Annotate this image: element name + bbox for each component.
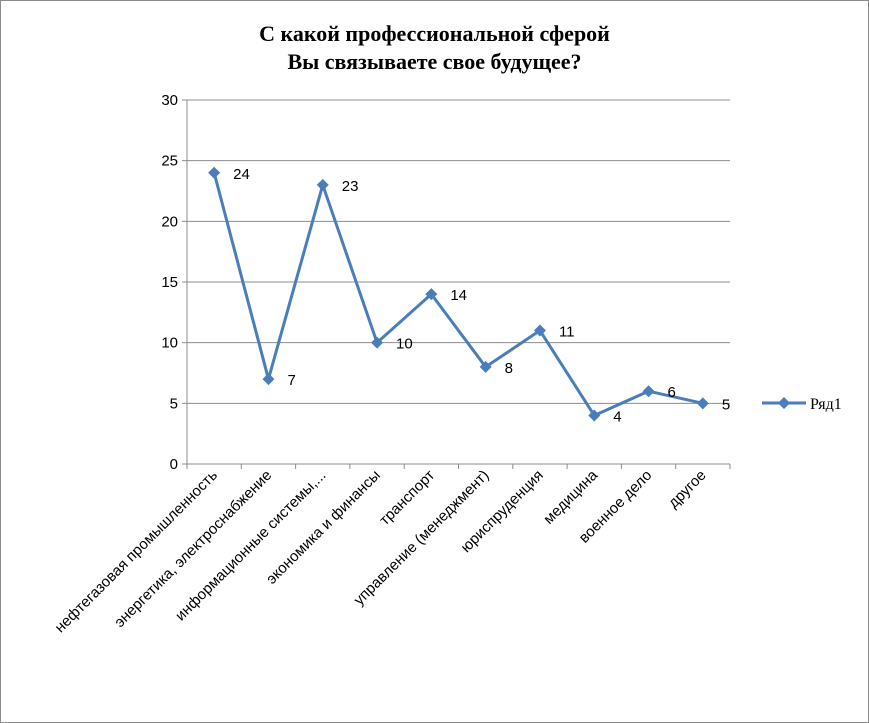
chart-title-line1: С какой профессиональной сферой xyxy=(259,21,610,46)
legend: Ряд1 xyxy=(762,396,842,413)
series-line xyxy=(212,172,704,417)
series-group: 24 7 23 10 14 8 11 4 6 5 xyxy=(208,166,730,425)
data-point-marker xyxy=(533,324,546,337)
data-label: 6 xyxy=(668,384,676,401)
data-point-marker xyxy=(371,336,384,349)
data-label: 7 xyxy=(287,372,295,389)
data-point-marker xyxy=(479,360,492,373)
data-label: 10 xyxy=(396,336,413,353)
data-point-marker xyxy=(316,178,329,191)
data-point-marker xyxy=(425,288,438,301)
gridlines xyxy=(187,99,730,404)
y-tick-label: 25 xyxy=(161,153,178,170)
chart-title-line2: Вы связываете свое будущее? xyxy=(287,49,582,74)
legend-marker xyxy=(778,397,790,409)
data-label: 4 xyxy=(613,408,621,425)
data-label: 11 xyxy=(559,324,575,341)
y-tick-label: 20 xyxy=(161,213,178,230)
y-tick-label: 5 xyxy=(170,395,178,412)
data-label: 8 xyxy=(505,360,513,377)
y-axis-ticks: 0 5 10 15 20 25 30 xyxy=(161,92,187,473)
legend-label: Ряд1 xyxy=(810,396,842,413)
category-label: другое xyxy=(665,467,710,512)
data-point-marker xyxy=(262,373,275,386)
chart-title: С какой профессиональной сферой Вы связы… xyxy=(0,20,869,76)
y-tick-label: 0 xyxy=(170,456,178,473)
data-point-marker xyxy=(208,166,221,179)
data-label: 24 xyxy=(233,166,250,183)
data-point-marker xyxy=(642,385,655,398)
y-tick-label: 10 xyxy=(161,335,178,352)
y-tick-label: 15 xyxy=(161,274,178,291)
data-point-marker xyxy=(588,409,601,422)
data-point-marker xyxy=(696,397,709,410)
y-tick-label: 30 xyxy=(161,92,178,109)
data-label: 14 xyxy=(450,287,467,304)
data-label: 5 xyxy=(722,396,730,413)
data-label: 23 xyxy=(342,178,359,195)
